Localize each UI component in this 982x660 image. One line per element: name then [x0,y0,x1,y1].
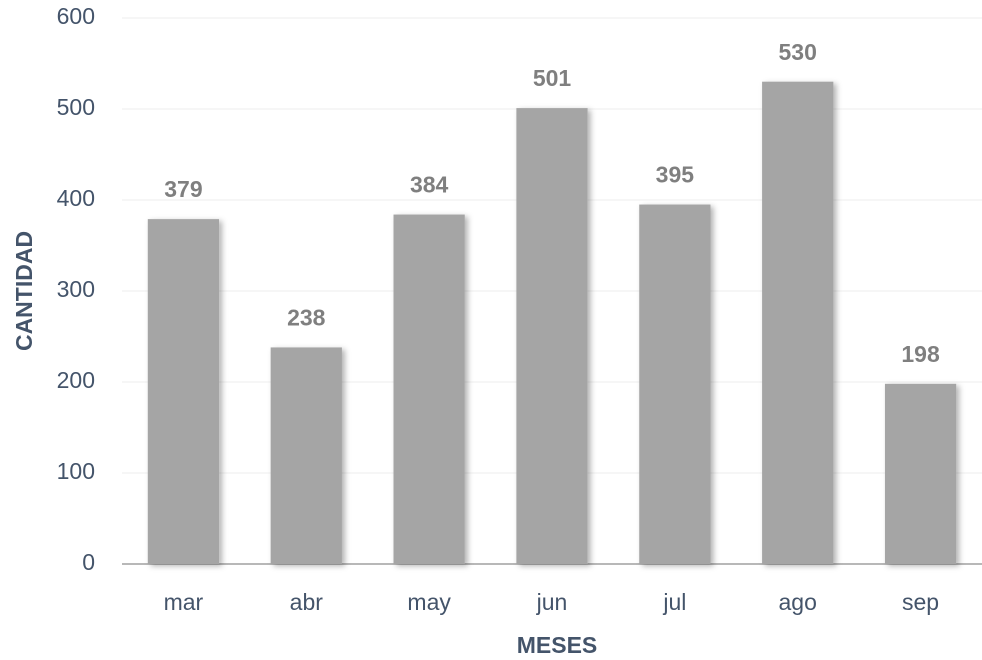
value-label: 501 [533,65,572,91]
x-tick-label: ago [779,589,817,615]
bar [147,219,220,565]
bar [516,108,588,564]
value-label: 530 [779,39,817,65]
value-label: 379 [164,176,202,202]
value-label: 238 [287,304,326,330]
bar [270,347,342,564]
bar [393,214,465,564]
x-tick-label: jun [536,589,568,615]
y-tick-label: 400 [57,185,95,211]
x-axis-label: MESES [517,632,598,658]
y-tick-label: 500 [57,94,95,120]
y-tick-label: 100 [57,458,95,484]
x-tick-label: jul [662,589,686,615]
x-tick-label: may [407,589,451,615]
value-label: 198 [901,341,940,367]
x-tick-label: abr [290,589,324,615]
y-axis-label: CANTIDAD [11,231,37,351]
y-tick-label: 600 [57,3,95,29]
y-tick-label: 300 [57,276,95,302]
value-label: 384 [410,172,449,198]
value-label: 395 [656,162,695,188]
x-tick-label: sep [902,589,939,615]
y-tick-label: 200 [57,367,95,393]
bar [884,383,957,564]
bar [639,204,711,565]
x-tick-label: mar [164,589,204,615]
bar [762,81,834,564]
y-tick-label: 0 [82,549,95,575]
